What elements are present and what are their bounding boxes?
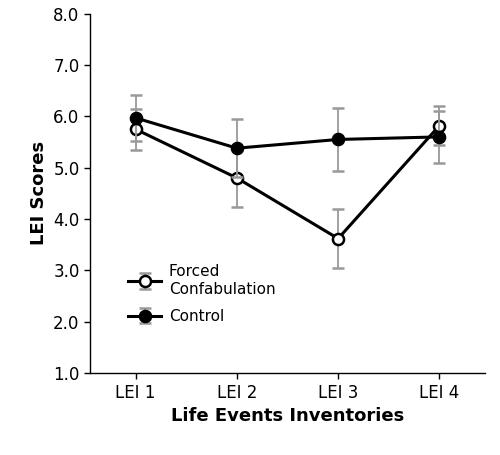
X-axis label: Life Events Inventories: Life Events Inventories — [171, 407, 404, 425]
Legend: Forced
Confabulation, Control: Forced Confabulation, Control — [122, 258, 282, 330]
Y-axis label: LEI Scores: LEI Scores — [30, 142, 48, 245]
